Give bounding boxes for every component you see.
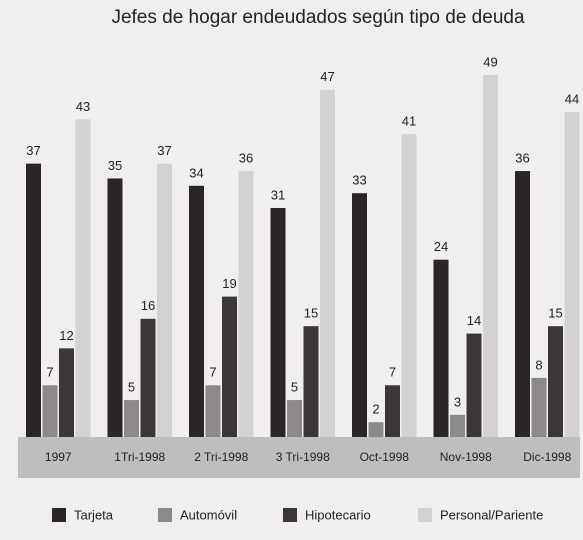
bar [483,75,498,437]
bar [189,185,204,437]
bar [140,318,156,437]
data-label: 7 [46,365,53,380]
data-label: 43 [76,99,90,114]
legend-swatch [158,508,172,522]
data-label: 2 [372,402,379,417]
bar [466,333,482,437]
bar [124,400,139,437]
bar [26,163,41,437]
bar [205,385,221,437]
data-label: 19 [222,276,236,291]
data-label: 5 [291,379,298,394]
category-band [18,437,580,478]
legend-label: Personal/Pariente [440,507,543,522]
x-tick-label: Nov-1998 [440,450,492,464]
bar [270,207,286,437]
bar [368,422,384,437]
bar [222,296,237,437]
data-label: 34 [189,165,203,180]
bar [59,348,74,437]
chart-title: Jefes de hogar endeudados según tipo de … [111,7,524,28]
data-label: 7 [209,365,216,380]
legend-swatch [283,508,297,522]
data-label: 15 [548,306,562,321]
data-label: 35 [108,158,122,173]
data-label: 41 [402,114,416,129]
x-tick-label: 2 Tri-1998 [194,450,248,464]
data-label: 47 [320,69,334,84]
bar [433,259,449,437]
bar [157,163,172,437]
data-label: 49 [483,54,497,69]
data-label: 15 [304,306,318,321]
x-tick-label: 1Tri-1998 [114,450,165,464]
bar [531,377,547,437]
bar [401,134,417,437]
data-label: 33 [352,173,366,188]
bar [548,326,563,437]
bar [75,119,91,437]
data-label: 31 [271,187,285,202]
data-label: 16 [141,298,155,313]
bar [42,385,58,437]
legend-label: Tarjeta [74,507,114,522]
data-label: 8 [535,357,542,372]
bar [320,89,335,437]
data-label: 5 [128,379,135,394]
bar [385,385,400,437]
bar [238,171,254,437]
data-label: 44 [565,91,579,106]
bar [352,193,367,437]
x-tick-label: Dic-1998 [523,450,571,464]
bar [303,326,319,437]
x-tick-label: 1997 [45,450,72,464]
bar [287,400,302,437]
data-label: 3 [454,394,461,409]
x-tick-label: 3 Tri-1998 [276,450,330,464]
legend-label: Hipotecario [305,507,371,522]
data-label: 14 [467,313,481,328]
bar [450,414,465,437]
data-label: 37 [157,143,171,158]
data-label: 24 [434,239,448,254]
bar [515,171,530,437]
x-tick-label: Oct-1998 [360,450,410,464]
data-label: 7 [389,365,396,380]
data-label: 36 [515,150,529,165]
data-label: 36 [239,150,253,165]
data-label: 37 [26,143,40,158]
bar [107,178,123,437]
data-label: 12 [59,328,73,343]
legend-label: Automóvil [180,507,237,522]
legend-swatch [418,508,432,522]
legend-swatch [52,508,66,522]
bar [564,111,580,437]
